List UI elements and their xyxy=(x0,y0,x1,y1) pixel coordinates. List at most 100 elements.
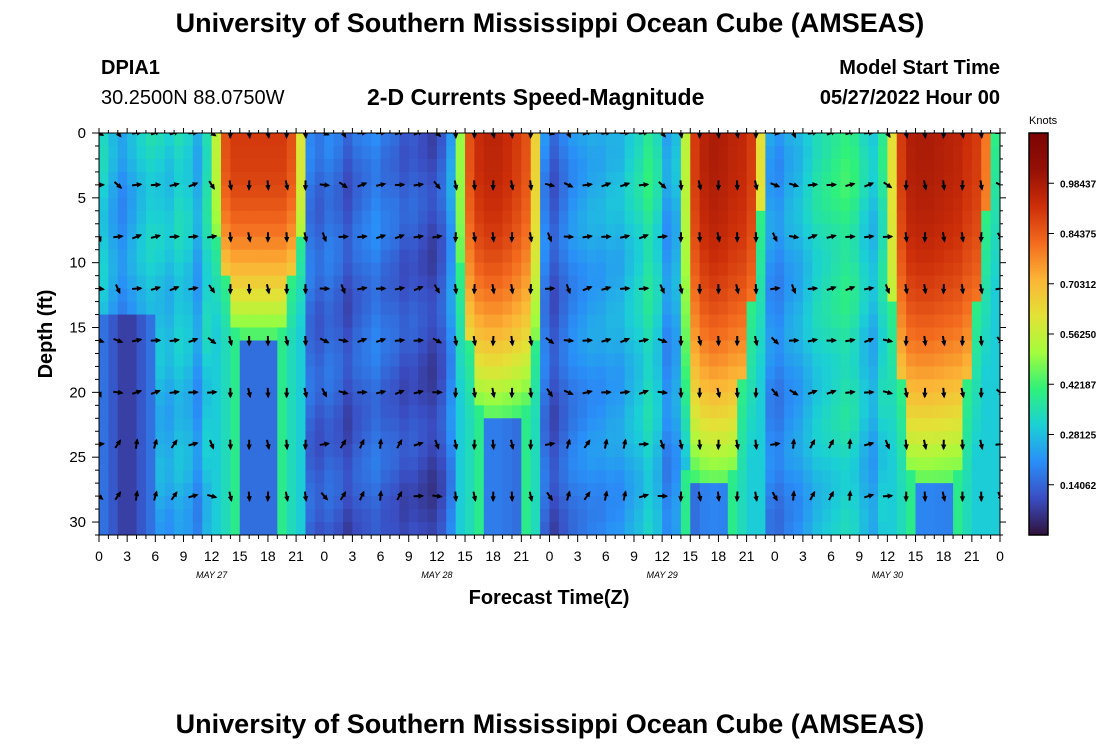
heat-cell xyxy=(427,509,438,523)
heat-cell xyxy=(887,470,898,484)
heat-cell xyxy=(521,392,532,406)
heat-cell xyxy=(352,340,363,355)
heat-cell xyxy=(380,223,391,238)
heat-cell xyxy=(305,236,316,251)
heat-cell xyxy=(474,418,485,432)
heat-cell xyxy=(784,210,795,225)
current-arrow xyxy=(246,284,252,295)
heat-cell xyxy=(286,288,297,303)
heat-cell xyxy=(296,509,307,523)
heat-cell xyxy=(624,327,635,342)
heat-cell xyxy=(896,288,907,303)
heat-cell xyxy=(953,314,964,329)
heat-cell xyxy=(371,197,382,212)
heat-cell xyxy=(511,184,522,199)
heat-cell xyxy=(624,457,635,471)
heat-cell xyxy=(174,366,185,380)
heat-cell xyxy=(859,457,870,471)
current-arrow xyxy=(922,335,928,347)
heat-cell xyxy=(155,418,166,432)
heat-cell xyxy=(286,158,297,173)
heat-cell xyxy=(624,405,635,419)
current-arrow xyxy=(432,493,443,499)
heat-cell xyxy=(934,133,945,147)
heat-cell xyxy=(324,288,335,303)
current-arrow xyxy=(265,335,271,347)
heat-cell xyxy=(587,197,598,212)
heat-cell xyxy=(155,236,166,251)
heat-cell xyxy=(202,133,213,147)
x-tick-label: 6 xyxy=(827,548,835,564)
heat-cell xyxy=(971,158,982,173)
heat-cell xyxy=(502,418,513,432)
heat-cell xyxy=(793,171,804,186)
heat-cell xyxy=(427,457,438,471)
heat-cell xyxy=(746,133,757,147)
heat-cell xyxy=(962,470,973,484)
heat-cell xyxy=(671,470,682,484)
heat-cell xyxy=(155,184,166,199)
heat-cell xyxy=(530,431,541,445)
heat-cell xyxy=(164,470,175,484)
heat-cell xyxy=(211,133,222,147)
heat-cell xyxy=(558,262,569,277)
heat-cell xyxy=(145,522,156,535)
heat-cell xyxy=(540,288,551,303)
heat-cell xyxy=(352,470,363,484)
heat-cell xyxy=(117,275,128,290)
heat-cell xyxy=(511,496,522,510)
heat-cell xyxy=(408,444,419,458)
current-arrow xyxy=(433,284,440,294)
heat-cell xyxy=(887,210,898,225)
heat-cell xyxy=(577,366,588,380)
heat-cell xyxy=(324,405,335,419)
heat-cell xyxy=(718,197,729,212)
heat-cell xyxy=(446,301,457,316)
heat-cell xyxy=(230,457,241,471)
heat-cell xyxy=(483,379,494,393)
heat-cell xyxy=(230,236,241,251)
heat-cell xyxy=(117,223,128,238)
current-arrow xyxy=(809,438,816,449)
heat-cell xyxy=(596,470,607,484)
heat-cell xyxy=(174,171,185,186)
heat-cell xyxy=(709,171,720,186)
heat-cell xyxy=(174,210,185,225)
heat-cell xyxy=(145,470,156,484)
heat-cell xyxy=(511,133,522,147)
heat-cell xyxy=(821,236,832,251)
heat-cell xyxy=(127,210,138,225)
heat-cell xyxy=(568,145,579,160)
heat-cell xyxy=(662,133,673,147)
heat-cell xyxy=(971,392,982,406)
heat-cell xyxy=(117,145,128,160)
heat-cell xyxy=(136,431,147,445)
current-arrow xyxy=(207,389,218,396)
heat-cell xyxy=(924,223,935,238)
heat-cell xyxy=(380,184,391,199)
heat-cell xyxy=(221,223,231,238)
heat-cell xyxy=(962,366,973,380)
heat-cell xyxy=(465,262,476,277)
heat-cell xyxy=(399,431,410,445)
heat-cell xyxy=(690,522,701,535)
heat-cell xyxy=(145,327,156,342)
heat-cell xyxy=(267,509,278,523)
heat-cell xyxy=(389,353,400,368)
heat-cell xyxy=(887,418,898,432)
heat-cell xyxy=(821,133,832,147)
heat-cell xyxy=(399,418,410,432)
heat-cell xyxy=(521,418,532,432)
x-tick-label: 21 xyxy=(964,548,980,564)
heat-cell xyxy=(99,197,109,212)
heat-cell xyxy=(108,275,119,290)
heat-cell xyxy=(277,431,288,445)
heat-cell xyxy=(718,431,729,445)
heat-cell xyxy=(239,457,250,471)
current-arrow xyxy=(375,389,387,395)
heat-cell xyxy=(840,431,851,445)
heat-cell xyxy=(202,288,213,303)
heat-cell xyxy=(577,249,588,264)
heat-cell xyxy=(831,133,842,147)
heat-cell xyxy=(211,340,222,355)
